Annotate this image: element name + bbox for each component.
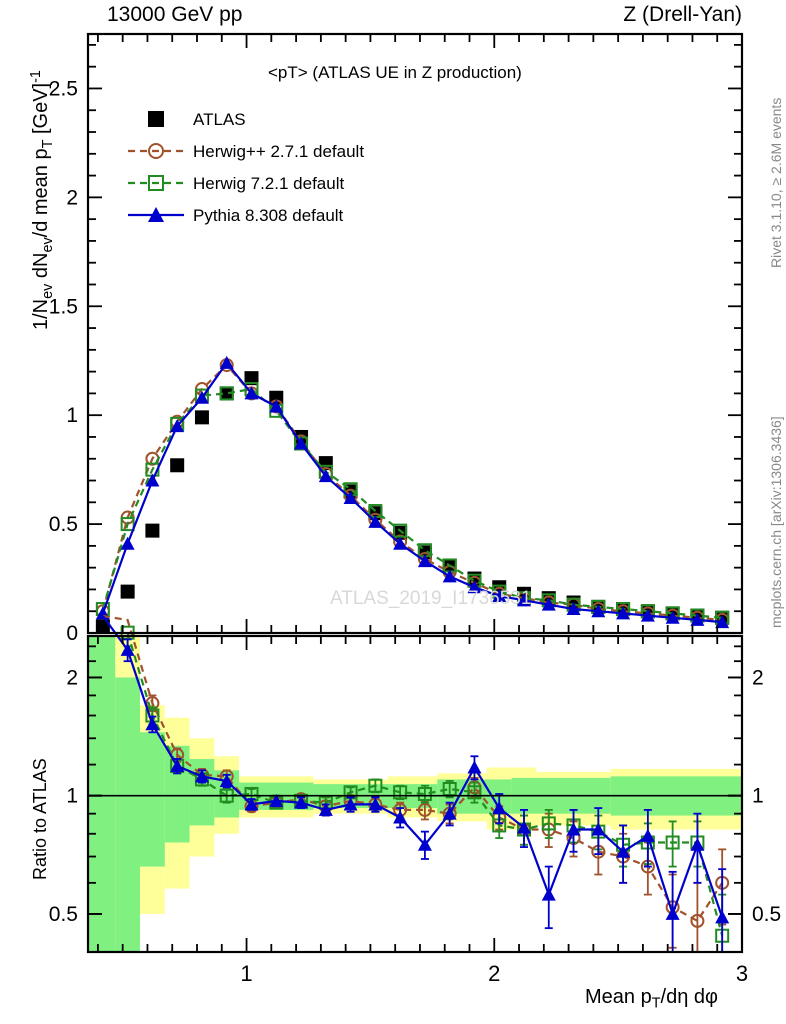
x-axis-label: Mean pT/dη dφ [585,986,718,1012]
svg-text:1: 1 [66,785,78,808]
legend-label-herwigpp: Herwig++ 2.7.1 default [193,142,365,161]
svg-text:0.5: 0.5 [49,513,78,536]
legend-label-herwig7: Herwig 7.2.1 default [193,174,345,193]
main-y-ticks [88,43,742,634]
y-axis-label-main: 1/Nev dNev/d mean pT [GeV]-1 [28,70,56,330]
side-label-mcplots: mcplots.cern.ch [arXiv:1306.3436] [768,416,784,628]
watermark: ATLAS_2019_I1736531 [330,588,531,609]
ratio-x-ticks [97,636,743,952]
ratio-y-tick-labels-right: 0.5 1 2 [752,666,781,925]
svg-text:0.5: 0.5 [49,903,78,926]
legend-marker-herwigpp [128,143,184,159]
svg-text:2: 2 [66,186,78,209]
series-pythia-8-308-default [95,355,730,629]
svg-text:2: 2 [488,961,500,986]
svg-text:ATLAS_2019_I1736531: ATLAS_2019_I1736531 [330,588,531,609]
svg-text:1.5: 1.5 [49,295,78,318]
svg-text:1: 1 [66,404,78,427]
header-left: 13000 GeV pp [107,3,243,26]
ratio-band-inner [88,636,742,952]
legend-label-pythia: Pythia 8.308 default [193,206,344,225]
header-right: Z (Drell-Yan) [623,3,742,26]
legend-marker-herwig7 [128,175,184,191]
series-herwig-7-2-1-default [95,382,730,625]
page-title: <pT> (ATLAS UE in Z production) [268,63,522,82]
ratio-plot-frame [86,634,744,954]
svg-text:3: 3 [736,961,748,986]
main-y-tick-labels: 0 0.5 1 1.5 2 2.5 [49,77,78,645]
svg-text:2: 2 [66,666,78,689]
legend [128,111,184,222]
main-x-ticks [97,34,743,633]
ratio-series-pythia-8-308-default [102,615,730,953]
svg-text:2.5: 2.5 [49,77,78,100]
legend-marker-atlas [148,111,164,127]
svg-text:0: 0 [66,622,78,645]
ratio-y-tick-labels-left: 0.5 1 2 [49,666,78,925]
svg-text:1: 1 [752,785,764,808]
y-axis-label-ratio: Ratio to ATLAS [30,758,50,880]
svg-text:2: 2 [752,666,764,689]
svg-text:0.5: 0.5 [752,903,781,926]
svg-text:1: 1 [240,961,252,986]
series-herwig-2-7-1-default [95,358,730,627]
ratio-y-ticks [88,645,742,953]
x-tick-labels: 1 2 3 [240,961,748,986]
legend-marker-pythia [128,207,184,222]
main-plot-frame [86,32,744,635]
legend-label-atlas: ATLAS [193,110,246,129]
side-label-rivet: Rivet 3.1.10, ≥ 2.6M events [768,97,784,268]
